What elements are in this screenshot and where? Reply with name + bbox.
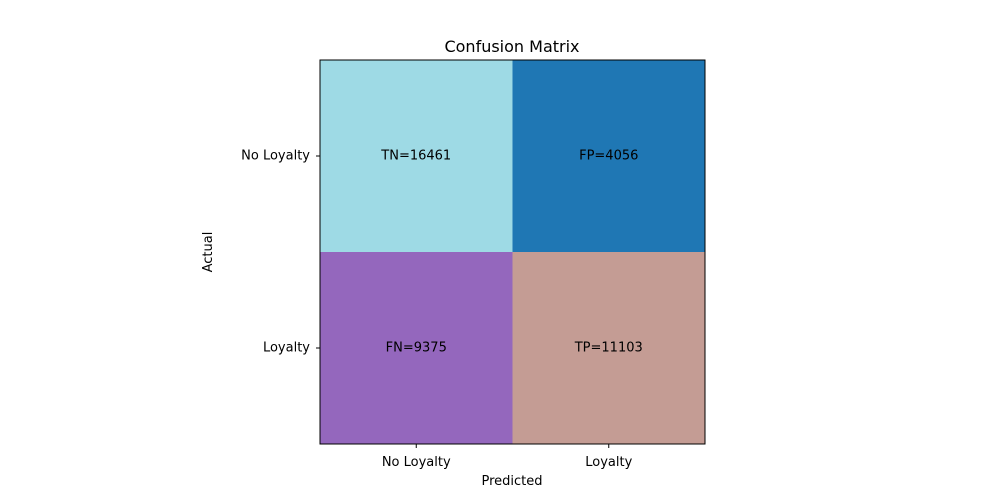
y-axis-ticks: No Loyalty Loyalty	[241, 149, 320, 356]
y-axis-label: Actual	[201, 232, 216, 273]
x-axis-label: Predicted	[481, 474, 542, 489]
heatmap-cell	[512, 252, 705, 444]
cell-value-label: FN=9375	[386, 341, 447, 356]
x-tick-label: No Loyalty	[382, 455, 451, 470]
cell-value-label: TN=16461	[380, 149, 451, 164]
x-axis-ticks: No Loyalty Loyalty	[382, 444, 633, 470]
heatmap-cell	[320, 60, 513, 252]
plot-frame	[319, 59, 706, 445]
cell-value-label: FP=4056	[579, 149, 638, 164]
y-tick-label: No Loyalty	[241, 149, 310, 164]
cell-value-label: TP=11103	[574, 341, 643, 356]
y-tick-label: Loyalty	[263, 341, 310, 356]
heatmap-cells: TN=16461 FP=4056 FN=9375 TP=11103	[320, 60, 705, 444]
chart-title: Confusion Matrix	[444, 37, 579, 56]
x-tick-label: Loyalty	[585, 455, 632, 470]
heatmap-cell	[320, 252, 513, 444]
heatmap-cell	[512, 60, 705, 252]
